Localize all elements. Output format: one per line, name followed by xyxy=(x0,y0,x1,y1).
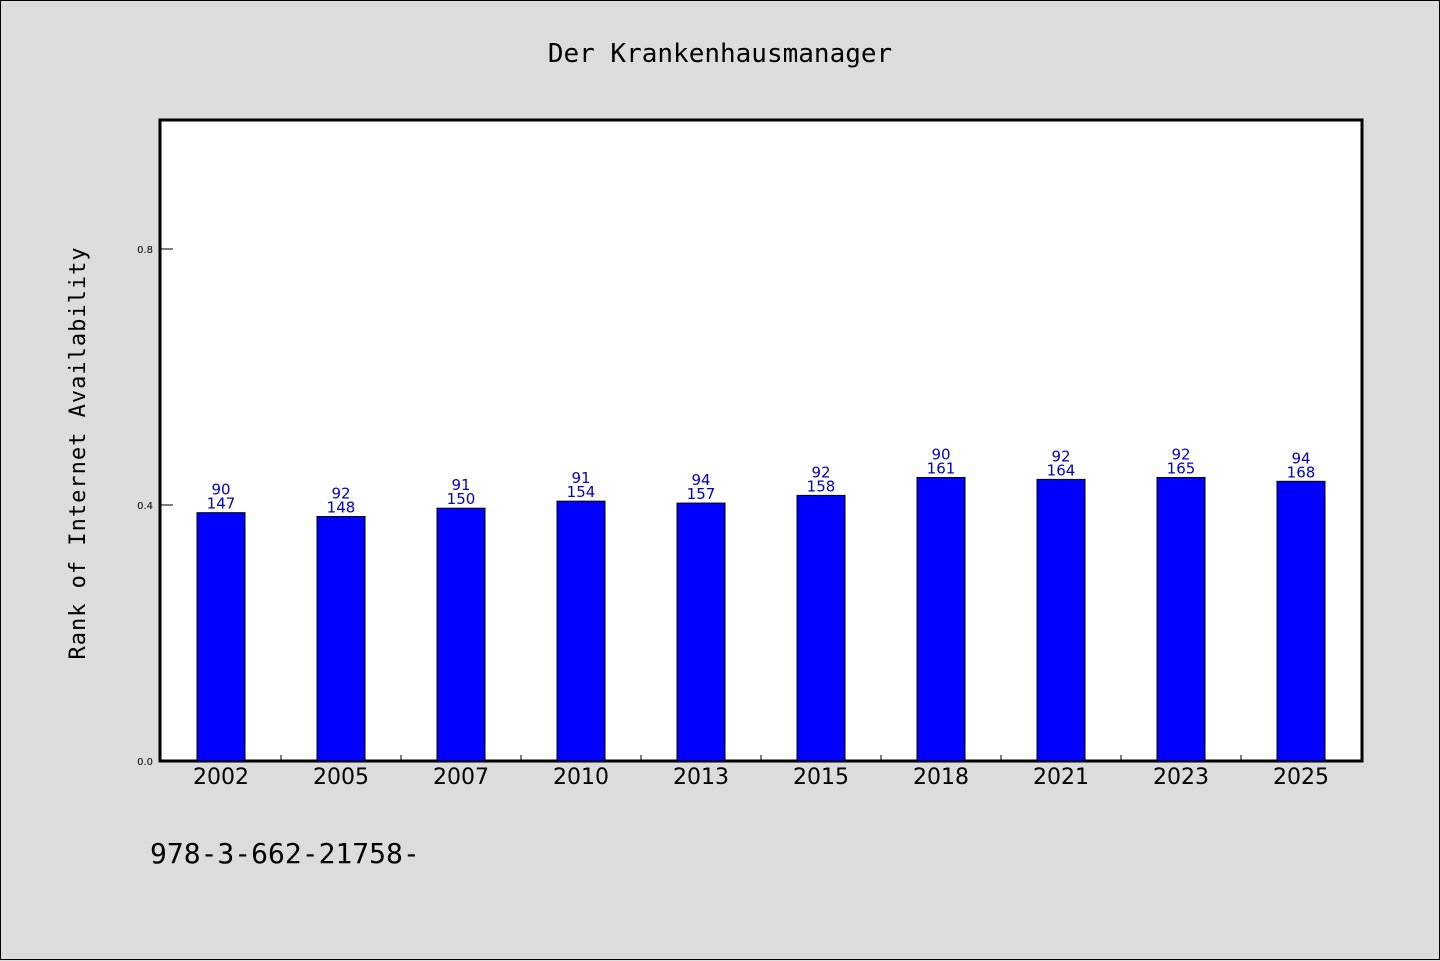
bar-data-label-bottom: 154 xyxy=(567,483,596,501)
x-tick-label: 2010 xyxy=(553,765,609,790)
bar xyxy=(436,507,486,762)
bar xyxy=(556,500,606,762)
bar-data-label-top: 92 xyxy=(1051,447,1070,465)
bar-data-label-top: 90 xyxy=(931,445,950,463)
bar-data-label-bottom: 157 xyxy=(687,485,716,503)
x-tick-label: 2013 xyxy=(673,765,729,790)
x-tick-label: 2025 xyxy=(1273,765,1329,790)
bar-data-label-bottom: 147 xyxy=(207,495,236,513)
bar xyxy=(916,476,966,762)
bar xyxy=(676,502,726,762)
bar xyxy=(196,512,246,762)
x-tick-label: 2018 xyxy=(913,765,969,790)
y-axis-label: Rank of Internet Availability xyxy=(66,246,91,659)
x-tick-label: 2005 xyxy=(313,765,369,790)
chart-title: Der Krankenhausmanager xyxy=(548,39,892,69)
bar-data-label-top: 90 xyxy=(211,481,230,499)
bar xyxy=(1276,480,1326,762)
bar-data-label-top: 92 xyxy=(331,485,350,503)
bar-data-label-top: 91 xyxy=(451,476,470,494)
x-tick-label: 2002 xyxy=(193,765,249,790)
x-tick-label: 2021 xyxy=(1033,765,1089,790)
bar-data-label-bottom: 150 xyxy=(447,490,476,508)
bar-data-label-bottom: 165 xyxy=(1167,459,1196,477)
bar-data-label-bottom: 164 xyxy=(1047,461,1076,479)
bars-group xyxy=(196,476,1326,762)
bar-data-label-bottom: 168 xyxy=(1287,463,1316,481)
isbn-footer: 978-3-662-21758- xyxy=(150,837,420,870)
bar-data-label-top: 92 xyxy=(1171,445,1190,463)
x-tick-label: 2023 xyxy=(1153,765,1209,790)
bar-data-label-top: 92 xyxy=(811,463,830,481)
x-tick-label: 2007 xyxy=(433,765,489,790)
bar-data-label-bottom: 148 xyxy=(327,499,356,517)
bar xyxy=(1156,476,1206,762)
bar xyxy=(796,494,846,762)
y-tick-label: 0.0 xyxy=(137,757,153,768)
x-axis: 2002 2005 2007 2010 2013 2015 2018 2021 2023 2025 xyxy=(193,755,1329,790)
x-tick-label: 2015 xyxy=(793,765,849,790)
bar xyxy=(316,516,366,762)
bar-data-label-bottom: 158 xyxy=(807,477,836,495)
bar-data-label-top: 94 xyxy=(1291,449,1310,467)
y-tick-label: 0.8 xyxy=(137,245,153,256)
bar-data-label-top: 91 xyxy=(571,469,590,487)
bar-data-label-bottom: 161 xyxy=(927,459,956,477)
bar-data-label-top: 94 xyxy=(691,471,710,489)
y-axis: 0.0 0.4 0.8 xyxy=(137,245,173,768)
y-tick-label: 0.4 xyxy=(137,501,153,512)
bar xyxy=(1036,478,1086,762)
